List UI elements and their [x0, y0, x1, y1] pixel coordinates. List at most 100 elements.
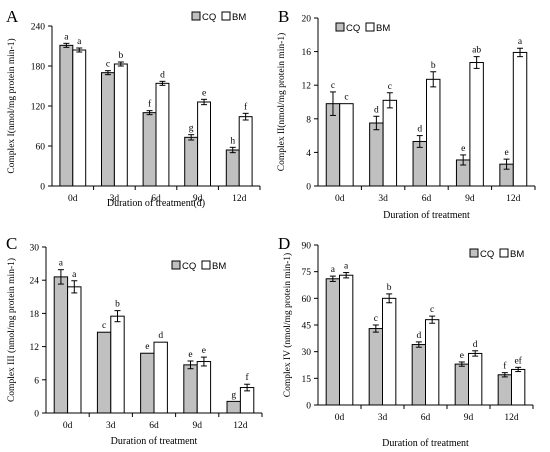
legend-label-bm: BM [376, 23, 390, 34]
y-tick-label: 30 [30, 244, 40, 254]
significance-letter: c [430, 305, 434, 315]
x-axis-label: Duration of treatment [382, 438, 469, 449]
bar-cq-9d [183, 364, 198, 414]
significance-letter: f [246, 372, 250, 383]
x-tick-label: 9d [192, 421, 202, 431]
bar-cq-12d [225, 149, 240, 187]
panel-letter: B [278, 7, 289, 26]
panel-c: C 0 6 12 18 24 30 Complex III (nmol/mg protein … [6, 234, 263, 447]
significance-letter: d [473, 340, 478, 350]
significance-letter: c [331, 81, 335, 91]
significance-letter: a [518, 37, 523, 47]
y-tick-label: 12 [302, 82, 312, 92]
x-tick-label: 12d [233, 421, 248, 431]
y-tick-label: 4 [306, 149, 311, 159]
x-tick-label: 9d [193, 194, 203, 204]
legend: CQ BM [171, 260, 226, 272]
significance-letter: c [344, 93, 348, 103]
y-tick-label: 60 [36, 143, 46, 153]
legend: CQ BM [335, 22, 390, 34]
legend-swatch-cq [191, 11, 201, 21]
significance-letter: c [102, 321, 106, 331]
y-tick-label: 45 [302, 322, 312, 332]
bar-cq-3d [101, 72, 115, 187]
x-tick-label: 9d [464, 413, 474, 423]
bar-bm-3d [382, 297, 397, 406]
x-tick-label: 0d [68, 194, 78, 204]
y-axis-label: Complex II(nmol/mg protein min-1) [276, 33, 287, 172]
legend-label-cq: CQ [480, 249, 494, 260]
significance-letter: a [331, 265, 336, 275]
bar-cq-3d [369, 122, 384, 187]
legend-label-bm: BM [232, 12, 246, 23]
x-tick-label: 12d [506, 194, 521, 204]
x-tick-label: 6d [149, 421, 159, 431]
bar-cq-3d [96, 331, 112, 414]
bar-cq-12d [497, 374, 513, 406]
x-tick-label: 6d [422, 194, 432, 204]
legend-swatch-cq [469, 248, 479, 258]
x-tick-label: 3d [106, 421, 116, 431]
bar-cq-6d [411, 344, 427, 406]
x-tick-label: 3d [378, 194, 388, 204]
significance-letter: d [374, 105, 379, 115]
significance-letter: c [106, 60, 110, 70]
bar-bm-3d [382, 99, 398, 187]
significance-letter: ef [514, 355, 522, 366]
significance-letter: d [417, 125, 422, 135]
bar-bm-0d [339, 103, 354, 187]
y-tick-label: 16 [302, 48, 312, 58]
significance-letter: f [244, 101, 248, 112]
x-axis-label: Duration of treatment [383, 210, 470, 221]
y-tick-label: 8 [306, 115, 311, 125]
bar-bm-9d [468, 352, 483, 406]
y-axis-label: Complex IV (nmol/mg protein min-1) [282, 253, 293, 397]
bar-bm-6d [153, 341, 168, 414]
bar-cq-0d [59, 44, 74, 187]
y-tick-label: 120 [31, 103, 46, 113]
significance-letter: b [431, 61, 436, 71]
legend-swatch-bm [221, 11, 231, 21]
significance-letter: d [158, 331, 163, 341]
legend-swatch-cq [335, 22, 345, 32]
legend-label-bm: BM [212, 261, 226, 272]
bar-bm-0d [67, 286, 82, 414]
legend: CQ BM [191, 11, 246, 23]
significance-letter: e [202, 346, 206, 356]
y-axis-label: Complex III (nmol/mg protein min-1) [6, 258, 17, 402]
legend-swatch-bm [201, 260, 211, 270]
significance-letter: ab [472, 46, 481, 56]
panel-b: B 0 4 8 12 16 20 Complex II(nmol/mg protein min… [276, 7, 536, 221]
bar-bm-3d [110, 315, 125, 414]
x-tick-label: 0d [335, 194, 345, 204]
significance-letter: a [344, 262, 349, 272]
y-tick-label: 24 [30, 277, 40, 287]
bar-bm-12d [511, 368, 526, 406]
bar-bm-9d [469, 62, 484, 187]
bar-bm-0d [339, 274, 354, 406]
y-tick-label: 0 [306, 402, 311, 412]
y-tick-label: 60 [302, 295, 312, 305]
x-tick-label: 6d [421, 413, 431, 423]
x-axis-label: Duration of treatment(d) [107, 198, 205, 209]
y-axis-label: Complex I(nmol/mg protein min-1) [6, 38, 17, 173]
bar-bm-3d [113, 63, 128, 187]
y-tick-label: 90 [302, 242, 312, 252]
significance-letter: d [416, 331, 421, 341]
significance-letter: e [202, 88, 206, 98]
x-tick-label: 3d [110, 194, 120, 204]
x-tick-label: 9d [465, 194, 475, 204]
legend-swatch-bm [365, 22, 375, 32]
legend-swatch-bm [499, 248, 509, 258]
panel-letter: D [278, 234, 290, 253]
bar-cq-9d [454, 363, 470, 406]
bar-bm-12d [238, 116, 253, 187]
bar-cq-0d [325, 278, 341, 406]
bar-bm-0d [72, 49, 87, 187]
y-tick-label: 15 [302, 375, 312, 385]
y-tick-label: 20 [302, 15, 312, 25]
bar-cq-6d [142, 112, 157, 187]
panel-d: D 0 15 30 45 60 75 90 Complex IV (nmol/mg protei… [278, 234, 534, 449]
x-tick-label: 12d [232, 194, 247, 204]
bar-bm-9d [197, 101, 211, 187]
